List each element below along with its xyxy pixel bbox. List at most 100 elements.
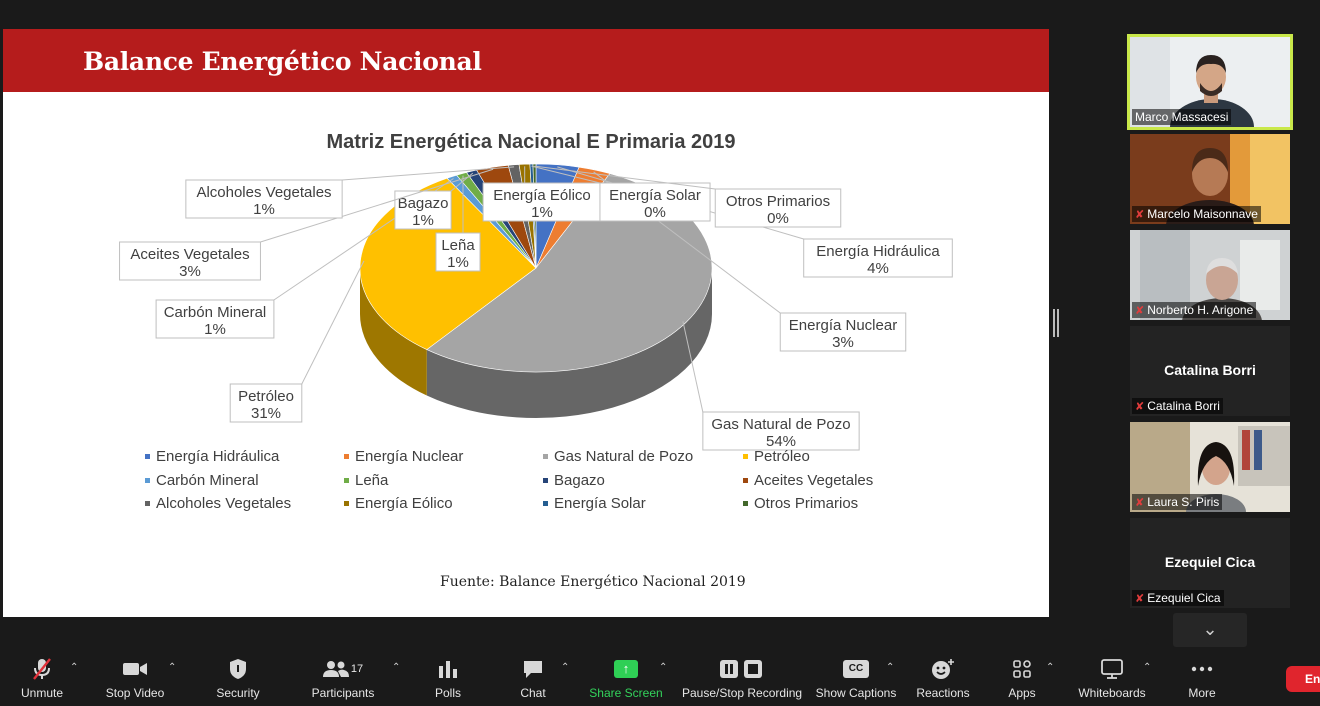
video-options-caret[interactable]: ⌃ bbox=[168, 662, 177, 673]
legend-swatch bbox=[543, 501, 548, 506]
legend-entry: Gas Natural de Pozo bbox=[554, 448, 693, 465]
show-captions-button[interactable]: CC Show Captions bbox=[814, 655, 898, 700]
data-label-value: 1% bbox=[412, 212, 434, 229]
legend-swatch bbox=[743, 501, 748, 506]
apps-button[interactable]: Apps bbox=[1000, 655, 1044, 700]
legend-entry: Energía Eólico bbox=[355, 495, 453, 512]
participant-tile[interactable]: ✘ Norberto H. Arigone bbox=[1130, 230, 1290, 320]
audio-options-caret[interactable]: ⌃ bbox=[70, 662, 79, 673]
view-splitter-handle[interactable] bbox=[1053, 309, 1059, 337]
legend-swatch bbox=[145, 478, 150, 483]
legend-entry: Energía Solar bbox=[554, 495, 646, 512]
participant-name-tag: ✘ Marcelo Maisonnave bbox=[1132, 206, 1261, 222]
legend-entry: Bagazo bbox=[554, 472, 605, 489]
data-label-value: 1% bbox=[204, 321, 226, 338]
whiteboards-options-caret[interactable]: ⌃ bbox=[1143, 662, 1152, 673]
data-label-name: Carbón Mineral bbox=[164, 304, 267, 321]
security-button[interactable]: Security bbox=[208, 655, 268, 700]
legend-entry: Energía Hidráulica bbox=[156, 448, 280, 465]
data-label-value: 4% bbox=[867, 260, 889, 277]
stop-video-button[interactable]: Stop Video bbox=[100, 655, 170, 700]
legend-entry: Aceites Vegetales bbox=[754, 472, 873, 489]
legend-swatch bbox=[344, 501, 349, 506]
data-label-name: Energía Hidráulica bbox=[816, 243, 940, 260]
data-label-value: 54% bbox=[766, 433, 796, 450]
captions-options-caret[interactable]: ⌃ bbox=[886, 662, 895, 673]
participant-tile[interactable]: Ezequiel Cica ✘ Ezequiel Cica bbox=[1130, 518, 1290, 608]
participant-tile[interactable]: ✘ Marcelo Maisonnave bbox=[1130, 134, 1290, 224]
participant-tile[interactable]: ✘ Laura S. Piris bbox=[1130, 422, 1290, 512]
data-label-value: 0% bbox=[767, 210, 789, 227]
participant-tile-active[interactable]: Marco Massacesi bbox=[1127, 34, 1293, 130]
mic-muted-icon: ✘ bbox=[1135, 400, 1145, 413]
participant-name-tag: ✘ Norberto H. Arigone bbox=[1132, 302, 1257, 318]
pause-stop-icon bbox=[682, 655, 802, 683]
reactions-button[interactable]: Reactions bbox=[912, 655, 974, 700]
pause-stop-recording-button[interactable]: Pause/Stop Recording bbox=[682, 655, 802, 700]
legend-entry: Carbón Mineral bbox=[156, 472, 259, 489]
people-icon: 17 bbox=[306, 655, 380, 683]
data-label-box bbox=[482, 182, 602, 222]
leader-line bbox=[301, 260, 365, 385]
share-options-caret[interactable]: ⌃ bbox=[659, 662, 668, 673]
data-label-name: Energía Nuclear bbox=[789, 317, 897, 334]
participants-button[interactable]: 17 Participants bbox=[306, 655, 380, 700]
data-label-name: Alcoholes Vegetales bbox=[196, 184, 331, 201]
mic-muted-icon: ✘ bbox=[1135, 304, 1145, 317]
unmute-button[interactable]: Unmute bbox=[12, 655, 72, 700]
data-label-box bbox=[119, 241, 261, 281]
participant-tile[interactable]: Catalina Borri ✘ Catalina Borri bbox=[1130, 326, 1290, 416]
data-label-value: 1% bbox=[253, 201, 275, 218]
video-camera-icon bbox=[100, 655, 170, 683]
slide-header: Balance Energético Nacional bbox=[3, 29, 1049, 92]
data-label-box bbox=[435, 232, 481, 272]
chart-title: Matriz Energética Nacional E Primaria 20… bbox=[326, 131, 735, 153]
polls-button[interactable]: Polls bbox=[420, 655, 476, 700]
data-label-box bbox=[714, 188, 842, 228]
data-label-name: Otros Primarios bbox=[726, 193, 830, 210]
end-meeting-button[interactable]: End bbox=[1286, 666, 1320, 692]
data-label-name: Petróleo bbox=[238, 388, 294, 405]
participant-name-tag: ✘ Ezequiel Cica bbox=[1132, 590, 1224, 606]
more-dots-icon bbox=[1176, 655, 1228, 683]
participants-options-caret[interactable]: ⌃ bbox=[392, 662, 401, 673]
data-label-box bbox=[185, 179, 343, 219]
legend-swatch bbox=[543, 478, 548, 483]
chart-legend: Energía Hidráulica Energía Nuclear Gas Nat… bbox=[145, 448, 873, 512]
chevron-down-icon: ⌄ bbox=[1202, 619, 1218, 639]
data-label-box bbox=[599, 182, 711, 222]
more-button[interactable]: More bbox=[1176, 655, 1228, 700]
share-screen-button[interactable]: ↑ Share Screen bbox=[588, 655, 664, 700]
whiteboards-button[interactable]: Whiteboards bbox=[1074, 655, 1150, 700]
data-label-name: Gas Natural de Pozo bbox=[711, 416, 850, 433]
legend-entry: Leña bbox=[355, 472, 389, 489]
whiteboard-icon bbox=[1074, 655, 1150, 683]
data-label-name: Energía Eólico bbox=[493, 187, 591, 204]
gallery-scroll-down-button[interactable]: ⌄ bbox=[1173, 613, 1247, 647]
apps-options-caret[interactable]: ⌃ bbox=[1046, 662, 1055, 673]
cc-icon: CC bbox=[814, 655, 898, 683]
legend-swatch bbox=[543, 454, 548, 459]
apps-icon bbox=[1000, 655, 1044, 683]
data-label-value: 3% bbox=[832, 334, 854, 351]
mic-off-icon bbox=[12, 655, 72, 683]
chat-button[interactable]: Chat bbox=[506, 655, 560, 700]
data-label-box bbox=[229, 383, 303, 423]
participant-video bbox=[1130, 37, 1290, 127]
chat-options-caret[interactable]: ⌃ bbox=[561, 662, 570, 673]
participant-name-tag: ✘ Catalina Borri bbox=[1132, 398, 1223, 414]
slide-title: Balance Energético Nacional bbox=[83, 47, 482, 76]
leader-line bbox=[342, 166, 515, 181]
legend-entry: Petróleo bbox=[754, 448, 810, 465]
pie-slice-side bbox=[426, 268, 712, 419]
data-label-value: 31% bbox=[251, 405, 281, 422]
shared-slide: Balance Energético Nacional Matriz Energ… bbox=[3, 29, 1049, 617]
slide-source-note: Fuente: Balance Energético Nacional 2019 bbox=[440, 574, 746, 590]
pie-chart: Matriz Energética Nacional E Primaria 20… bbox=[119, 131, 953, 512]
legend-entry: Alcoholes Vegetales bbox=[156, 495, 291, 512]
bar-chart-icon bbox=[420, 655, 476, 683]
data-label-box bbox=[155, 299, 275, 339]
mic-muted-icon: ✘ bbox=[1135, 592, 1145, 605]
data-label-box bbox=[702, 411, 860, 451]
